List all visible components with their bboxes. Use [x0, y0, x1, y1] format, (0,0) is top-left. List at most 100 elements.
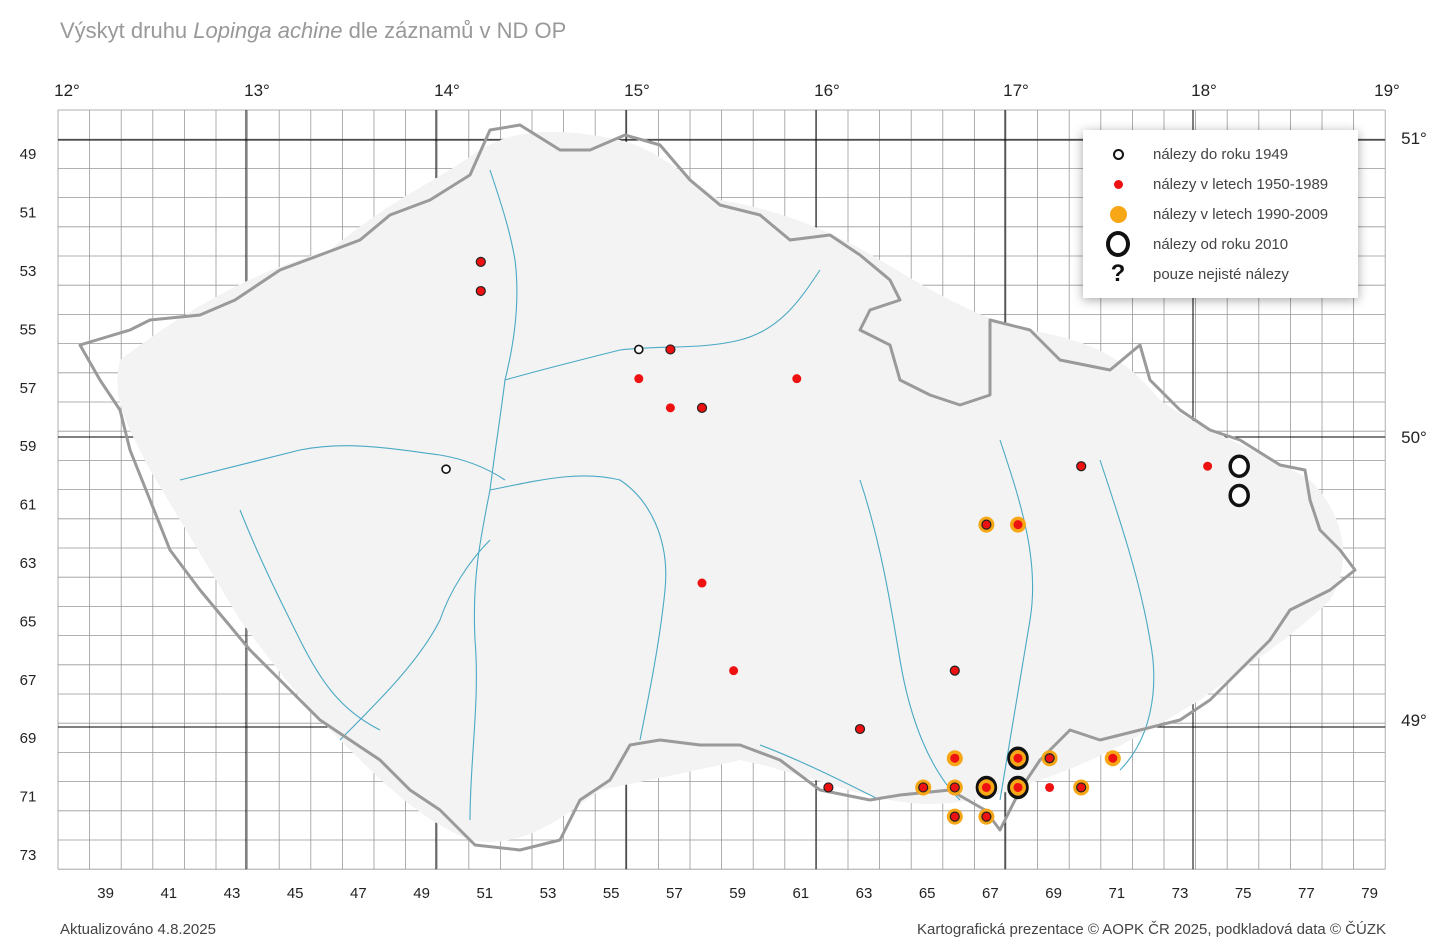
grid-col-label: 71: [1108, 885, 1125, 902]
grid-row-label: 57: [20, 380, 37, 397]
grid-col-label: 43: [224, 885, 241, 902]
record-marker: [475, 256, 486, 267]
grid-col-label: 45: [287, 885, 304, 902]
grid-col-label: 53: [540, 885, 557, 902]
marker-1950-1989: [981, 811, 992, 822]
grid-col-label: 61: [792, 885, 809, 902]
marker-since2010: [1228, 483, 1250, 508]
record-marker: [665, 344, 676, 355]
legend-label-since2010: nálezy od roku 2010: [1153, 235, 1289, 253]
latitude-label: 50°: [1401, 428, 1427, 447]
grid-col-label: 47: [350, 885, 367, 902]
red-dot-icon: [1103, 169, 1133, 199]
marker-1950-1989: [729, 666, 739, 676]
record-marker: [729, 666, 739, 676]
longitude-label: 16°: [814, 81, 840, 100]
marker-1950-1989: [981, 519, 992, 530]
longitude-label: 14°: [434, 81, 460, 100]
record-marker: [1041, 750, 1058, 767]
grid-col-label: 73: [1172, 885, 1189, 902]
legend-item-unsure: ? pouze nejisté nálezy: [1103, 259, 1289, 289]
marker-1950-1989: [792, 374, 802, 384]
marker-1950-1989: [949, 665, 960, 676]
footer-updated: Aktualizováno 4.8.2025: [60, 921, 216, 938]
grid-col-label: 59: [729, 885, 746, 902]
marker-pre1949: [633, 344, 644, 355]
grid-row-label: 59: [20, 438, 37, 455]
grid-row-label: 51: [20, 205, 37, 222]
grid-row-label: 55: [20, 321, 37, 338]
title-species: Lopinga achine: [193, 18, 343, 43]
record-marker: [1203, 461, 1213, 471]
legend-label-unsure: pouze nejisté nálezy: [1153, 265, 1289, 283]
grid-row-label: 49: [20, 146, 37, 163]
marker-1950-1989: [1013, 753, 1023, 763]
record-marker: [949, 665, 960, 676]
record-marker: [696, 402, 708, 413]
marker-1950-1989: [1044, 753, 1055, 764]
record-marker: [697, 578, 707, 588]
rivers-layer: [179, 169, 1155, 821]
marker-1950-1989: [918, 782, 929, 793]
marker-pre1949: [441, 464, 451, 474]
grid-col-label: 67: [982, 885, 999, 902]
record-marker: [854, 723, 866, 735]
grid-row-label: 73: [20, 847, 37, 864]
question-mark-icon: ?: [1110, 260, 1126, 287]
page-title: Výskyt druhu Lopinga achine dle záznamů …: [60, 18, 566, 44]
grid-row-label: 53: [20, 263, 37, 280]
legend-label-pre1949: nálezy do roku 1949: [1153, 145, 1289, 163]
marker-1950-1989: [1108, 753, 1118, 763]
grid-col-label: 75: [1235, 885, 1252, 902]
grid-col-label: 65: [919, 885, 936, 902]
marker-1950-1989: [697, 578, 707, 588]
marker-1950-1989: [854, 723, 866, 735]
grid-row-label: 63: [20, 555, 37, 572]
legend-label-1950-1989: nálezy v letech 1950-1989: [1153, 175, 1329, 193]
record-marker: [915, 779, 932, 796]
longitude-label: 17°: [1003, 81, 1029, 100]
grid-col-label: 41: [160, 885, 177, 902]
record-marker: [1076, 461, 1087, 472]
record-marker: [1007, 746, 1029, 770]
legend-item-1990-2009: nálezy v letech 1990-2009: [1103, 199, 1328, 229]
legend-item-since2010: nálezy od roku 2010: [1103, 229, 1288, 259]
record-marker: [1007, 775, 1029, 800]
marker-1950-1989: [949, 811, 960, 822]
longitude-label: 18°: [1191, 81, 1217, 100]
record-marker: [634, 374, 644, 384]
record-marker: [946, 779, 963, 796]
marker-since2010: [1228, 454, 1250, 478]
map-legend: nálezy do roku 1949 nálezy v letech 1950…: [1083, 130, 1358, 298]
marker-1950-1989: [1203, 461, 1213, 471]
relief-layer: [117, 131, 1344, 842]
records-layer: [441, 256, 1250, 825]
marker-1950-1989: [665, 403, 675, 413]
marker-1950-1989: [475, 285, 486, 297]
latitude-label: 51°: [1401, 129, 1427, 148]
record-marker: [1045, 782, 1055, 792]
grid-row-label: 61: [20, 497, 37, 514]
grid-row-label: 71: [20, 789, 37, 806]
legend-label-1990-2009: nálezy v letech 1990-2009: [1153, 205, 1329, 223]
grid-col-label: 69: [1045, 885, 1062, 902]
grid-col-label: 63: [856, 885, 873, 902]
record-marker: [1010, 516, 1026, 533]
longitude-label: 19°: [1374, 81, 1400, 100]
grid-row-label: 65: [20, 613, 37, 630]
marker-1950-1989: [665, 344, 676, 355]
grid-col-label: 55: [603, 885, 620, 902]
country-border: [78, 123, 1357, 852]
grid-col-label: 39: [97, 885, 114, 902]
longitude-label: 15°: [624, 81, 650, 100]
record-marker: [1073, 779, 1090, 796]
longitude-label: 12°: [54, 81, 80, 100]
marker-1950-1989: [1045, 782, 1055, 792]
grid-row-label: 69: [20, 730, 37, 747]
grid-col-label: 79: [1361, 885, 1378, 902]
record-marker: [1104, 750, 1121, 767]
longitude-label: 13°: [244, 81, 270, 100]
record-marker: [633, 344, 644, 355]
record-marker: [946, 750, 963, 767]
